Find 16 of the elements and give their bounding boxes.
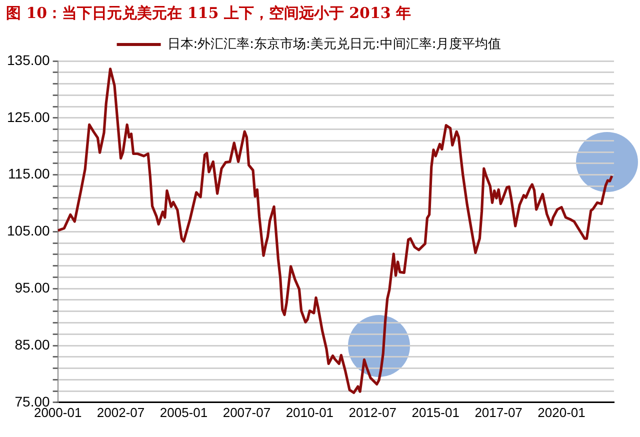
legend-label: 日本:外汇汇率:东京市场:美元兑日元:中间汇率:月度平均值 [167,36,502,52]
y-tick-label: 105.00 [6,222,50,239]
x-tick-label: 2015-01 [412,404,460,420]
x-tick-label: 2017-07 [474,404,522,420]
x-tick-label: 2020-01 [538,404,586,420]
x-tick-label: 2002-07 [96,404,145,420]
x-tick-label: 2012-07 [348,404,396,420]
x-tick-label: 2010-01 [286,404,334,420]
x-tick-label: 2007-07 [222,404,271,420]
x-tick-label: 2005-01 [160,404,208,420]
y-tick-label: 135.00 [6,52,50,68]
chart-title: 图 10：当下日元兑美元在 115 上下，空间远小于 2013 年 [6,4,412,23]
y-tick-label: 125.00 [6,108,50,125]
y-tick-label: 95.00 [14,279,50,296]
y-tick-label: 115.00 [8,166,50,182]
y-tick-label: 85.00 [14,336,50,352]
